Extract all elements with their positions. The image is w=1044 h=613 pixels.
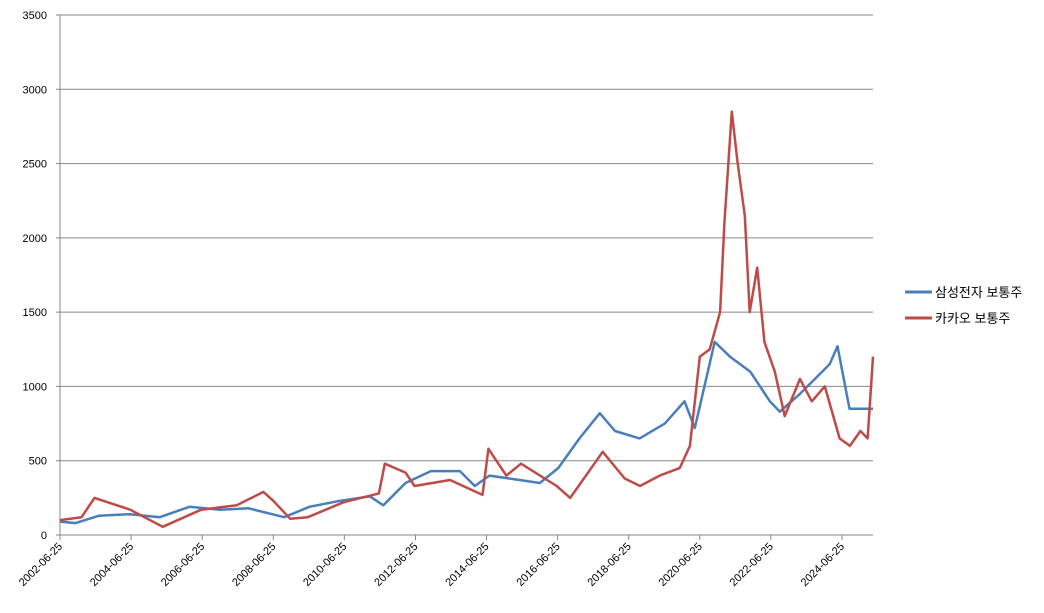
legend-label: 삼성전자 보통주: [935, 285, 1022, 300]
x-tick-label: 2012-06-25: [372, 541, 420, 589]
series-line: [59, 110, 875, 529]
x-tick-label: 2006-06-25: [159, 541, 207, 589]
y-tick-label: 500: [29, 456, 47, 468]
y-tick-label: 2000: [23, 233, 47, 245]
x-tick-label: 2018-06-25: [586, 541, 634, 589]
x-tick-label: 2002-06-25: [17, 541, 65, 589]
x-tick-label: 2004-06-25: [88, 541, 136, 589]
x-tick-label: 2014-06-25: [443, 541, 491, 589]
y-tick-label: 1500: [23, 307, 47, 319]
x-tick-label: 2008-06-25: [230, 541, 278, 589]
legend-label: 카카오 보통주: [935, 311, 1010, 326]
x-tick-label: 2020-06-25: [657, 541, 705, 589]
y-tick-label: 3000: [23, 84, 47, 96]
y-tick-label: 3500: [23, 10, 47, 22]
x-tick-label: 2022-06-25: [728, 541, 776, 589]
series-line: [59, 340, 873, 525]
x-tick-label: 2024-06-25: [799, 541, 847, 589]
x-tick-label: 2016-06-25: [514, 541, 562, 589]
y-tick-label: 1000: [23, 381, 47, 393]
y-tick-label: 0: [41, 530, 47, 542]
x-tick-label: 2010-06-25: [301, 541, 349, 589]
y-tick-label: 2500: [23, 159, 47, 171]
